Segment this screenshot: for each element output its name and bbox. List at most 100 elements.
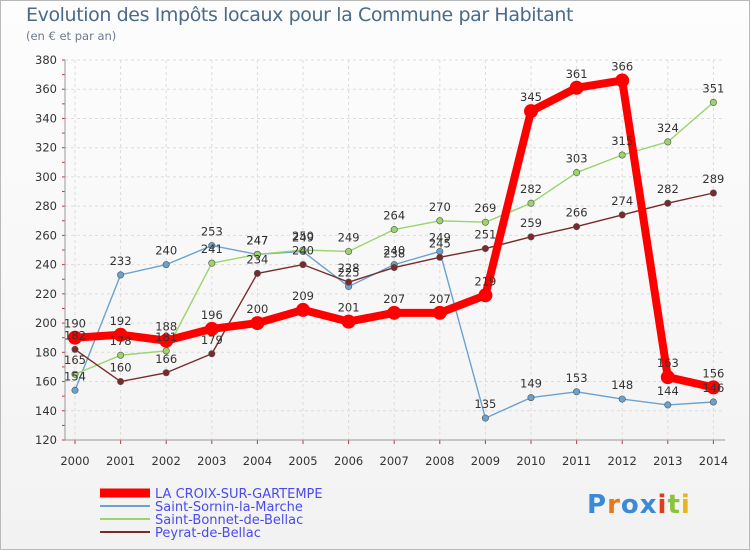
logo-letter: x: [639, 490, 658, 520]
data-point: [436, 217, 444, 225]
data-label: 266: [566, 206, 588, 220]
logo-letter: P: [587, 490, 608, 520]
data-point: [345, 278, 353, 286]
data-label: 196: [201, 308, 223, 322]
data-label: 148: [611, 378, 633, 392]
data-label: 264: [383, 209, 405, 223]
data-label: 315: [611, 134, 633, 148]
y-tick-label: 180: [35, 345, 57, 359]
data-label: 240: [292, 244, 314, 258]
x-tick-label: 2014: [699, 454, 728, 468]
data-point: [618, 151, 626, 159]
data-point: [481, 245, 489, 253]
legend: LA CROIX-SUR-GARTEMPESaint-Sornin-la-Mar…: [100, 487, 323, 541]
data-label: 274: [611, 194, 633, 208]
data-label: 282: [520, 182, 542, 196]
y-tick-label: 380: [35, 53, 57, 67]
data-label: 366: [611, 59, 633, 73]
data-point: [296, 302, 310, 317]
x-tick-label: 2008: [425, 454, 454, 468]
data-point: [117, 271, 125, 279]
data-label: 324: [657, 121, 679, 135]
data-point: [117, 378, 125, 386]
data-point: [709, 98, 717, 106]
data-label: 251: [474, 228, 496, 242]
data-label: 219: [474, 274, 496, 288]
chart-title: Evolution des Impôts locaux pour la Comm…: [26, 4, 574, 26]
data-point: [208, 242, 216, 250]
data-point: [524, 104, 538, 119]
logo-letter: t: [667, 490, 681, 520]
data-point: [527, 199, 535, 207]
data-point: [113, 327, 128, 342]
data-label: 181: [155, 330, 177, 344]
data-point: [527, 394, 535, 402]
x-tick-label: 2002: [152, 454, 181, 468]
data-point: [615, 73, 630, 88]
series-layer: [68, 73, 721, 422]
data-point: [481, 218, 489, 226]
data-point: [664, 401, 672, 409]
y-tick-label: 300: [35, 170, 57, 184]
data-label: 178: [110, 334, 132, 348]
data-label: 259: [520, 216, 542, 230]
data-point: [390, 264, 398, 272]
data-label: 233: [110, 254, 132, 268]
data-point: [299, 261, 307, 269]
legend-label: Saint-Sornin-la-Marche: [155, 500, 303, 515]
data-label: 225: [338, 266, 360, 280]
data-point: [117, 351, 125, 359]
data-label: 245: [429, 236, 451, 250]
y-tick-label: 320: [35, 141, 57, 155]
data-point: [527, 233, 535, 241]
data-point: [390, 226, 398, 234]
data-point: [68, 330, 82, 345]
data-label: 200: [246, 302, 268, 316]
data-point: [250, 316, 265, 331]
x-tick-label: 2007: [380, 454, 409, 468]
data-label: 182: [64, 328, 86, 342]
data-point: [660, 370, 675, 385]
data-label: 240: [383, 244, 405, 258]
data-label: 154: [64, 369, 86, 383]
data-label: 241: [201, 242, 223, 256]
data-point: [71, 345, 79, 353]
data-point: [569, 80, 584, 95]
data-label: 156: [702, 366, 724, 380]
data-label: 179: [201, 333, 223, 347]
data-label: 207: [429, 292, 451, 306]
grid-lines: [65, 59, 725, 441]
data-label: 247: [246, 233, 268, 247]
logo-letter: o: [620, 490, 640, 520]
x-tick-label: 2001: [106, 454, 135, 468]
x-tick-label: 2005: [288, 454, 317, 468]
logo-letter: r: [607, 490, 621, 520]
data-label: 190: [64, 317, 86, 331]
x-tick-label: 2000: [60, 454, 89, 468]
data-label: 270: [429, 200, 451, 214]
data-label: 253: [201, 225, 223, 239]
y-tick-label: 260: [35, 228, 57, 242]
y-tick-label: 160: [35, 375, 57, 389]
data-point: [253, 250, 261, 258]
data-label: 163: [657, 356, 679, 370]
logo-letter: i: [657, 490, 668, 520]
data-point: [208, 350, 216, 358]
data-label: 160: [110, 361, 132, 375]
data-label: 289: [702, 172, 724, 186]
y-tick-label: 200: [35, 316, 57, 330]
axes: 120 140 160 180 200 220 240 260 280 300 320 340 360 3…: [35, 53, 728, 468]
data-label: 345: [520, 90, 542, 104]
x-tick-label: 2010: [516, 454, 545, 468]
data-point: [706, 380, 721, 395]
data-label: 228: [338, 261, 360, 275]
data-point: [664, 138, 672, 146]
data-point: [208, 259, 216, 267]
legend-label: LA CROIX-SUR-GARTEMPE: [155, 487, 323, 502]
data-point: [387, 305, 402, 320]
data-label: 249: [292, 230, 314, 244]
data-point: [664, 199, 672, 207]
x-tick-label: 2006: [334, 454, 363, 468]
data-point: [162, 369, 170, 377]
data-point: [573, 388, 581, 396]
